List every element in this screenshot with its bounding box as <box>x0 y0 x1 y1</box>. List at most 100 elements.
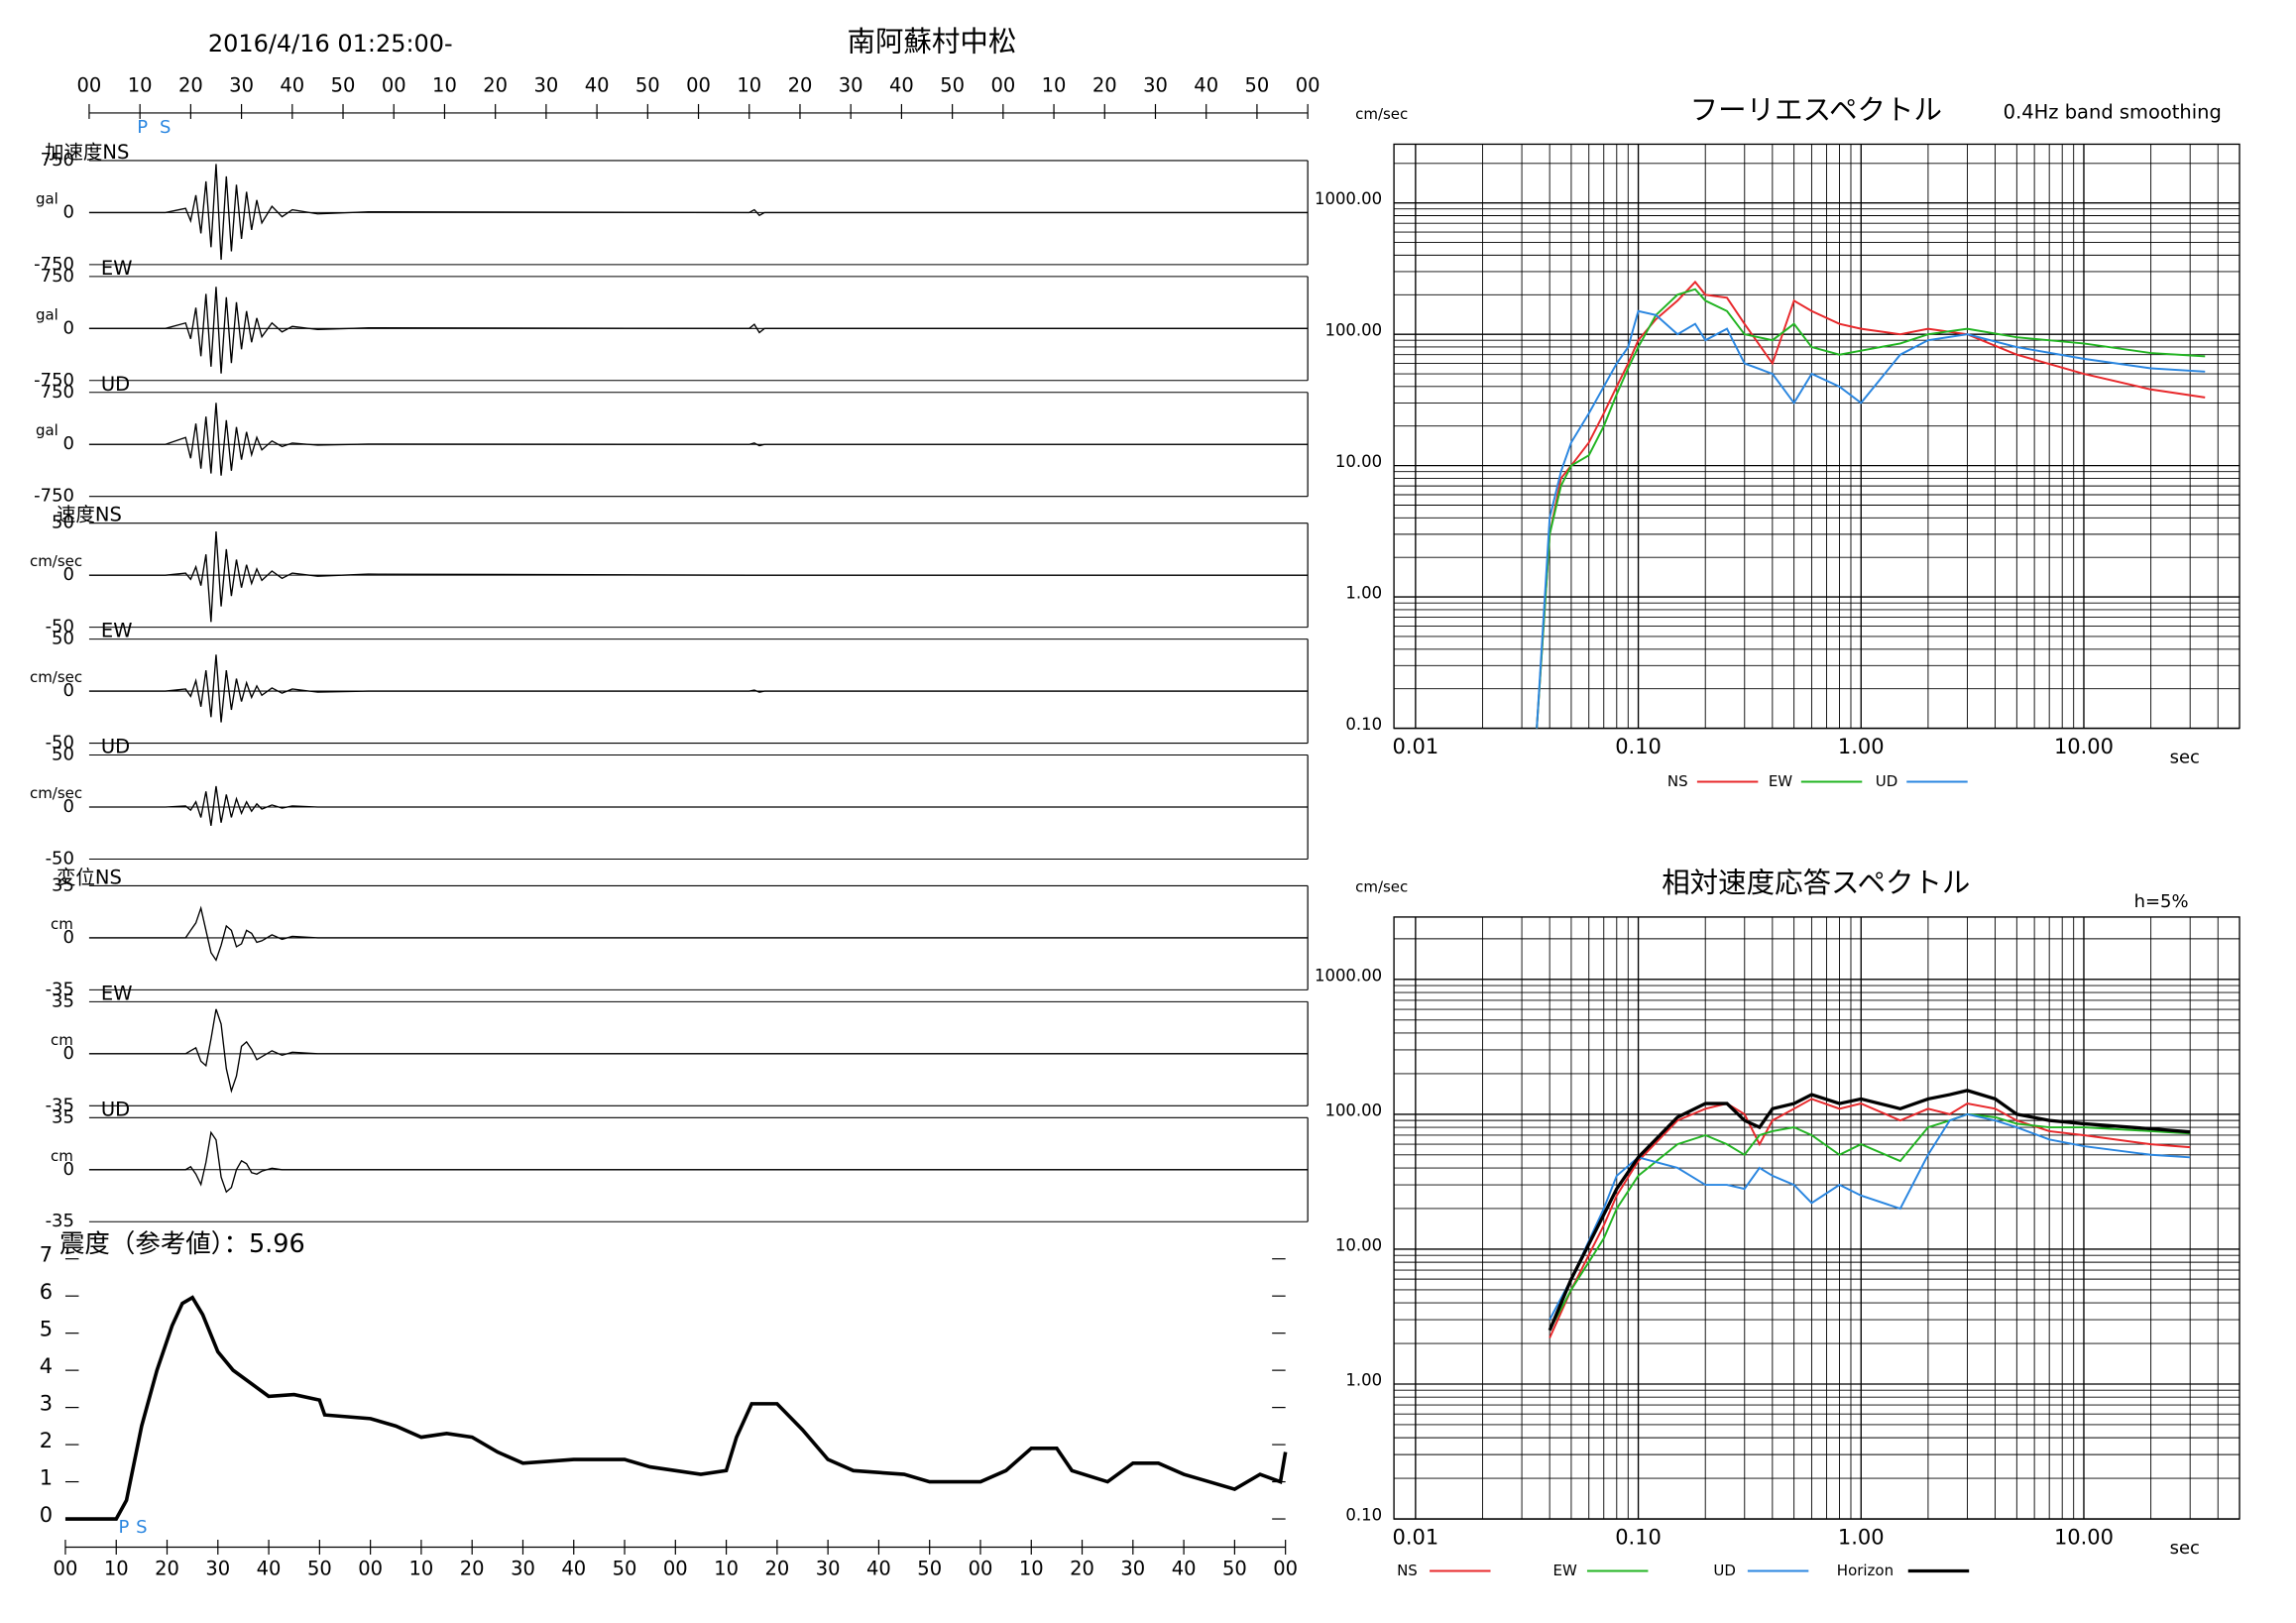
y-tick-label: -750 <box>34 254 74 275</box>
unit-label: cm <box>51 915 73 933</box>
time-tick-label: 50 <box>917 1558 942 1580</box>
y-tick-label: -50 <box>46 848 74 869</box>
y-tick-label: -50 <box>46 617 74 638</box>
y-tick-label: 0 <box>63 1159 74 1180</box>
y-tick-label: 0.10 <box>1345 1506 1382 1525</box>
y-tick-label: 0 <box>63 201 74 222</box>
time-tick-label: 50 <box>1222 1558 1247 1580</box>
waveform <box>88 785 1309 826</box>
y-tick-label: -35 <box>46 1211 74 1231</box>
unit-label: cm/sec <box>30 668 82 686</box>
waveform <box>88 654 1309 723</box>
y-tick-label: 2 <box>40 1429 53 1452</box>
annotation: h=5% <box>2134 891 2189 912</box>
y-tick-label: 10.00 <box>1335 1235 1382 1254</box>
y-tick-label: 0 <box>63 317 74 338</box>
legend-label: NS <box>1667 772 1688 790</box>
x-tick-label: 0.01 <box>1393 735 1439 758</box>
chart-title: 震度（参考値）：5.96 <box>59 1229 305 1259</box>
y-tick-label: 10.00 <box>1335 452 1382 471</box>
time-tick-label: 00 <box>663 1558 688 1580</box>
chart-title: フーリエスペクトル <box>1690 93 1942 126</box>
time-tick-label: 20 <box>764 1558 789 1580</box>
time-tick-label: 40 <box>1172 1558 1197 1580</box>
time-tick-label: 20 <box>1092 73 1117 96</box>
waveform <box>88 1130 1309 1194</box>
y-tick-label: 7 <box>40 1243 53 1267</box>
y-tick-label: 1000.00 <box>1315 189 1382 208</box>
time-tick-label: 40 <box>866 1558 891 1580</box>
x-tick-label: 0.01 <box>1393 1526 1439 1550</box>
time-tick-label: 10 <box>737 73 761 96</box>
y-tick-label: -750 <box>34 370 74 391</box>
y-tick-label: -35 <box>46 1095 74 1115</box>
y-tick-label: 750 <box>41 382 74 403</box>
waveform <box>88 531 1309 623</box>
x-axis-label: sec <box>2170 748 2200 768</box>
y-tick-label: 100.00 <box>1324 321 1382 340</box>
intensity-line <box>64 1295 1288 1521</box>
time-tick-label: 00 <box>1273 1558 1298 1580</box>
time-tick-label: 30 <box>511 1558 535 1580</box>
record-time: 2016/4/16 01:25:00- <box>208 30 453 58</box>
y-tick-label: 1000.00 <box>1315 966 1382 985</box>
legend-label: NS <box>1397 1562 1418 1579</box>
waveform <box>88 1008 1309 1094</box>
time-tick-label: 30 <box>534 73 559 96</box>
x-tick-label: 1.00 <box>1838 735 1885 758</box>
y-tick-label: 100.00 <box>1324 1101 1382 1119</box>
time-tick-label: 50 <box>1245 73 1270 96</box>
time-tick-label: 00 <box>969 1558 993 1580</box>
chart-title: 相対速度応答スペクトル <box>1662 867 1970 899</box>
waveform <box>88 287 1309 374</box>
time-tick-label: 20 <box>788 73 813 96</box>
phase-marker: P <box>137 117 148 138</box>
time-tick-label: 40 <box>257 1558 282 1580</box>
spectrum-line <box>1548 1089 2191 1332</box>
time-tick-label: 50 <box>307 1558 332 1580</box>
x-tick-label: 1.00 <box>1838 1526 1885 1550</box>
time-tick-label: 00 <box>686 73 711 96</box>
y-tick-label: 0 <box>63 1043 74 1064</box>
y-tick-label: 750 <box>41 150 74 171</box>
legend-label: Horizon <box>1837 1562 1894 1579</box>
time-tick-label: 00 <box>54 1558 78 1580</box>
time-tick-label: 30 <box>816 1558 841 1580</box>
time-tick-label: 00 <box>77 73 102 96</box>
unit-label: cm/sec <box>30 784 82 802</box>
y-tick-label: 0 <box>63 927 74 948</box>
legend-label: EW <box>1769 772 1792 790</box>
y-tick-label: 750 <box>41 266 74 287</box>
station-title: 南阿蘇村中松 <box>847 26 1016 58</box>
unit-label: gal <box>36 421 58 439</box>
time-tick-label: 10 <box>409 1558 434 1580</box>
y-tick-label: -750 <box>34 486 74 507</box>
y-tick-label: -50 <box>46 733 74 754</box>
y-tick-label: 1.00 <box>1345 584 1382 603</box>
channel-label: UD <box>101 373 130 396</box>
time-tick-label: 20 <box>483 73 508 96</box>
legend-label: EW <box>1552 1562 1576 1579</box>
channel-label: EW <box>101 257 133 280</box>
x-axis-label: sec <box>2170 1538 2200 1559</box>
y-tick-label: 0 <box>63 796 74 817</box>
time-tick-label: 30 <box>229 73 254 96</box>
time-tick-label: 50 <box>635 73 660 96</box>
time-tick-label: 00 <box>382 73 406 96</box>
time-tick-label: 10 <box>1042 73 1067 96</box>
time-tick-label: 40 <box>561 1558 586 1580</box>
x-tick-label: 0.10 <box>1615 735 1662 758</box>
y-tick-label: 35 <box>52 874 74 895</box>
y-axis-label: cm/sec <box>1355 105 1408 123</box>
spectrum-line <box>1549 1098 2191 1338</box>
spectrum-line <box>1549 1112 2191 1332</box>
y-tick-label: 1 <box>40 1466 53 1490</box>
waveform <box>88 905 1309 962</box>
time-tick-label: 30 <box>1143 73 1168 96</box>
y-tick-label: 35 <box>52 1106 74 1127</box>
legend-label: UD <box>1876 772 1898 790</box>
time-tick-label: 40 <box>585 73 610 96</box>
